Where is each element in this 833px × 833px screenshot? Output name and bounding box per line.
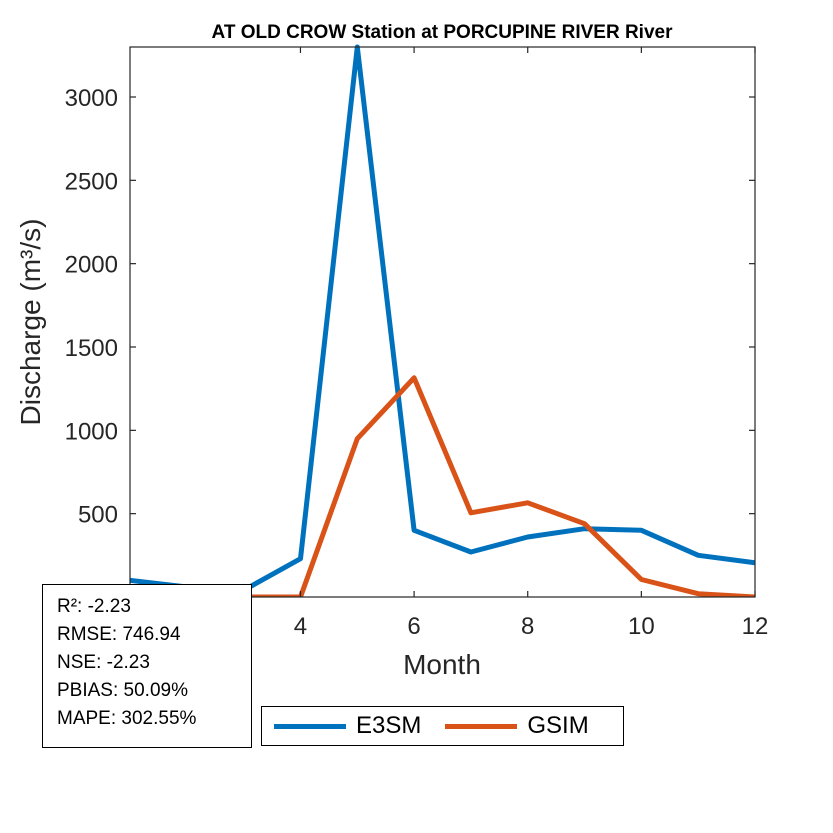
x-tick-label: 4 xyxy=(294,613,307,640)
y-tick-label: 3000 xyxy=(65,85,118,112)
x-tick-label: 12 xyxy=(742,613,769,640)
stat-mape: MAPE: 302.55% xyxy=(57,708,197,729)
stat-pbias: PBIAS: 50.09% xyxy=(57,680,188,701)
legend-label-e3sm: E3SM xyxy=(356,712,422,739)
legend-label-gsim: GSIM xyxy=(527,712,589,739)
x-tick-label: 10 xyxy=(628,613,655,640)
y-tick-label: 1000 xyxy=(65,418,118,445)
legend-swatch-e3sm xyxy=(274,723,346,729)
y-tick-label: 2000 xyxy=(65,252,118,279)
plot-area: 4 6 8 10 12 500 1000 1500 2000 2500 3000 xyxy=(65,44,769,640)
y-axis-label: Discharge (m³/s) xyxy=(15,219,46,426)
stat-nse: NSE: -2.23 xyxy=(57,652,150,673)
stats-box: R²: -2.23 RMSE: 746.94 NSE: -2.23 PBIAS:… xyxy=(42,584,252,748)
legend-item-gsim: GSIM xyxy=(445,712,589,740)
y-tick-label: 500 xyxy=(78,502,118,529)
stat-r2: R²: -2.23 xyxy=(57,596,131,617)
stat-rmse: RMSE: 746.94 xyxy=(57,624,181,645)
legend: E3SM GSIM xyxy=(261,706,624,746)
legend-swatch-gsim xyxy=(445,723,518,729)
axes-box xyxy=(129,46,756,598)
legend-item-e3sm: E3SM xyxy=(274,712,421,740)
plot-background xyxy=(130,47,755,597)
y-tick-label: 1500 xyxy=(65,335,118,362)
chart-title: AT OLD CROW Station at PORCUPINE RIVER R… xyxy=(212,22,674,43)
x-axis-label: Month xyxy=(403,649,481,680)
x-tick-label: 6 xyxy=(407,613,420,640)
series-line-gsim xyxy=(130,375,755,597)
x-tick-label: 8 xyxy=(521,613,534,640)
y-tick-label: 2500 xyxy=(65,168,118,195)
